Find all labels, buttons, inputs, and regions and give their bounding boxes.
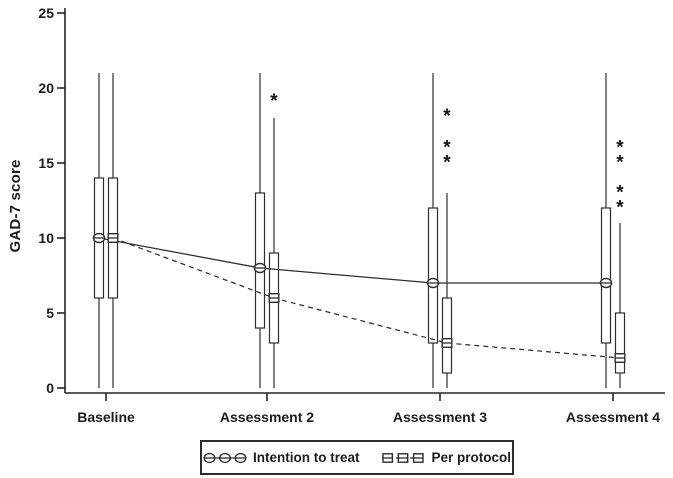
box [614,312,626,374]
y-tick-label: 5 [46,305,54,321]
x-category-label: Assessment 3 [393,409,487,425]
significance-annotations: ******** [270,91,624,219]
y-tick-label: 25 [38,5,54,21]
legend-label-per-protocol: Per protocol [431,450,511,465]
y-tick-label: 20 [38,80,54,96]
square-series-marker-icon [382,452,425,463]
box [254,192,266,329]
circle-series-marker-icon [203,452,247,463]
x-category-label: Baseline [77,409,135,425]
series-line-per-protocol [112,237,621,359]
significance-asterisk: * [616,198,624,219]
legend-label-intention-to-treat: Intention to treat [252,450,360,465]
chart-legend: Intention to treat Per protocol [200,440,514,475]
y-tick-label: 15 [38,155,54,171]
significance-asterisk: * [443,153,451,174]
significance-asterisk: * [443,138,451,159]
x-category-label: Assessment 2 [220,409,314,425]
markers-per-protocol [107,232,626,364]
significance-asterisk: * [616,138,624,159]
significance-asterisk: * [616,153,624,174]
significance-asterisk: * [616,183,624,204]
x-category-label: Assessment 4 [566,409,660,425]
box [427,207,439,344]
legend-entry-per-protocol: Per protocol [381,450,511,466]
significance-asterisk: * [270,91,278,112]
boxplots-per-protocol [107,73,626,388]
significance-asterisk: * [443,106,451,127]
legend-entry-intention-to-treat: Intention to treat [203,450,360,466]
box [441,297,453,374]
y-tick-label: 10 [38,230,54,246]
markers-intention-to-treat [92,232,613,289]
box [600,207,612,344]
series-line-intention-to-treat [98,237,606,284]
boxplots-intention-to-treat [93,73,612,388]
y-tick-label: 0 [46,380,54,396]
boxplot-chart-canvas: 0 5 10 15 20 25 Baseline Assessment 2 Assessment… [38,5,665,425]
